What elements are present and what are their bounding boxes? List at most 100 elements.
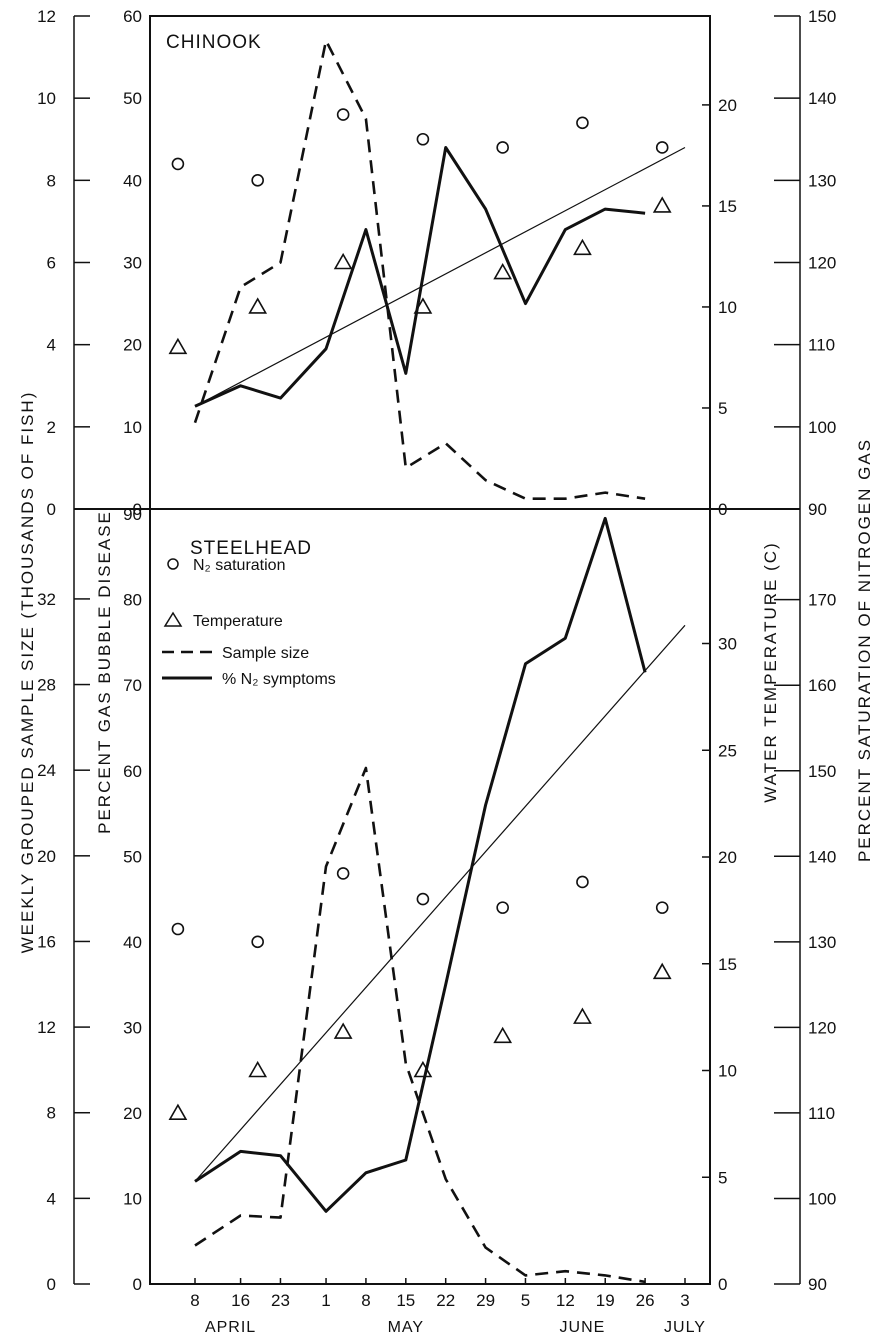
- percent-tick-label: 0: [133, 1275, 142, 1294]
- temperature-point: [573, 238, 592, 256]
- x-tick-label: 1: [321, 1291, 330, 1310]
- n2-saturation-point: [655, 141, 669, 154]
- saturation-tick-label: 130: [808, 171, 836, 190]
- n2-saturation-point: [336, 108, 350, 121]
- saturation-tick-label: 110: [808, 336, 835, 355]
- percent-tick-label: 0: [133, 500, 142, 519]
- sample-size-tick-label: 0: [47, 1275, 56, 1294]
- percent-tick-label: 90: [123, 505, 142, 524]
- sample-size-tick-label: 4: [47, 336, 56, 355]
- n2-saturation-point: [171, 157, 185, 171]
- sample-size-tick-label: 8: [47, 1104, 56, 1123]
- percent-tick-label: 50: [123, 847, 142, 866]
- n2-saturation-point: [251, 935, 264, 949]
- sample-size-tick-label: 12: [37, 7, 56, 26]
- x-tick-label: 26: [636, 1291, 655, 1310]
- month-label: APRIL: [205, 1319, 256, 1336]
- saturation-tick-label: 90: [808, 500, 827, 519]
- temperature-tick-label: 30: [718, 635, 737, 654]
- x-tick-label: 29: [476, 1291, 495, 1310]
- n2-symptoms-line: [194, 146, 646, 408]
- n2-saturation-point: [336, 867, 350, 880]
- chinook-panel-title: CHINOOK: [166, 32, 262, 53]
- percent-tick-label: 30: [123, 1018, 142, 1037]
- sample-size-tick-label: 12: [37, 1018, 56, 1037]
- n2-saturation-point: [171, 922, 185, 936]
- percent-tick-label: 10: [123, 418, 142, 437]
- temperature-tick-label: 0: [718, 500, 727, 519]
- x-tick-label: 19: [596, 1291, 615, 1310]
- x-tick-label: 12: [556, 1291, 575, 1310]
- temperature-tick-label: 10: [718, 298, 737, 317]
- saturation-tick-label: 120: [808, 254, 836, 273]
- temperature-point: [652, 962, 672, 980]
- x-tick-label: 3: [680, 1291, 689, 1310]
- n2-saturation-point: [416, 892, 430, 906]
- x-tick-label: 23: [271, 1291, 290, 1310]
- saturation-tick-label: 160: [808, 676, 836, 695]
- axes-layer: 0246810120102030405060051015209010011012…: [37, 7, 836, 1336]
- n2-saturation-point: [576, 116, 589, 130]
- n2-saturation-point: [416, 132, 430, 146]
- temperature-point: [248, 297, 268, 314]
- n2-symptoms-line: [194, 516, 647, 1213]
- n2-saturation-point: [496, 901, 509, 914]
- legend-triangle-marker: [163, 611, 183, 627]
- temperature-point: [493, 1026, 513, 1044]
- x-tick-label: 16: [231, 1291, 250, 1310]
- saturation-tick-label: 150: [808, 762, 836, 781]
- temperature-point: [168, 1103, 188, 1120]
- temperature-axis-title: WATER TEMPERATURE (C): [761, 541, 780, 802]
- sample-size-tick-label: 0: [47, 500, 56, 519]
- sample-size-tick-label: 8: [47, 171, 56, 190]
- legend: N₂ saturation Temperature Sample size % …: [162, 557, 336, 688]
- x-tick-label: 8: [190, 1291, 199, 1310]
- legend-label-temperature: Temperature: [193, 613, 283, 630]
- saturation-tick-label: 110: [808, 1104, 835, 1123]
- temperature-point: [413, 1060, 433, 1078]
- legend-circle-marker: [167, 558, 179, 570]
- legend-label-n2-saturation: N₂ saturation: [193, 557, 285, 574]
- sample-size-tick-label: 16: [37, 932, 56, 951]
- temperature-tick-label: 25: [718, 741, 737, 760]
- temperature-point: [333, 252, 353, 270]
- temperature-point: [333, 1022, 353, 1039]
- temperature-point: [413, 297, 433, 314]
- steelhead-panel-title: STEELHEAD: [190, 538, 312, 559]
- month-label: JULY: [664, 1319, 706, 1336]
- legend-label-sample-size: Sample size: [222, 645, 309, 662]
- trend-line: [194, 624, 686, 1182]
- temperature-point: [168, 337, 188, 355]
- percent-axis-title: PERCENT GAS BUBBLE DISEASE: [95, 510, 114, 834]
- saturation-tick-label: 140: [808, 847, 836, 866]
- n2-saturation-point: [251, 174, 264, 187]
- temperature-tick-label: 20: [718, 96, 737, 115]
- temperature-tick-label: 0: [718, 1275, 727, 1294]
- temperature-tick-label: 20: [718, 848, 737, 867]
- saturation-axis-title: PERCENT SATURATION OF NITROGEN GAS: [855, 438, 872, 862]
- percent-tick-label: 30: [123, 254, 142, 273]
- sample-size-tick-label: 32: [37, 590, 56, 609]
- frame: [74, 15, 800, 1285]
- temperature-point: [573, 1007, 592, 1024]
- temperature-tick-label: 5: [718, 399, 727, 418]
- n2-saturation-point: [496, 141, 509, 154]
- percent-tick-label: 70: [123, 676, 142, 695]
- percent-tick-label: 60: [123, 762, 142, 781]
- percent-tick-label: 60: [123, 7, 142, 26]
- percent-tick-label: 20: [123, 336, 142, 355]
- percent-tick-label: 40: [123, 171, 142, 190]
- saturation-tick-label: 130: [808, 933, 836, 952]
- sample-size-tick-label: 10: [37, 89, 56, 108]
- percent-tick-label: 50: [123, 89, 142, 108]
- marks-layer: [168, 39, 686, 1284]
- x-tick-label: 15: [396, 1291, 415, 1310]
- sample-size-tick-label: 4: [47, 1189, 56, 1208]
- n2-saturation-point: [576, 875, 589, 889]
- saturation-tick-label: 120: [808, 1018, 836, 1037]
- plot-frame: [149, 15, 711, 1285]
- temperature-tick-label: 10: [718, 1062, 737, 1081]
- sample-size-tick-label: 20: [37, 847, 56, 866]
- percent-tick-label: 40: [123, 933, 142, 952]
